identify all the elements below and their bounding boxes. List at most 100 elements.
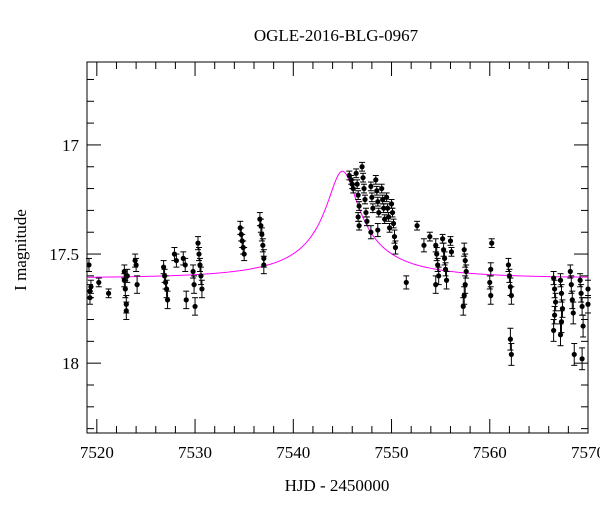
data-point — [557, 277, 564, 283]
data-point — [121, 268, 127, 275]
data-point — [506, 273, 513, 279]
data-point — [355, 192, 361, 198]
data-point — [196, 251, 202, 257]
data-point — [461, 292, 467, 299]
x-tick-label: 7530 — [178, 443, 212, 462]
x-axis-label: HJD - 2450000 — [285, 476, 390, 495]
data-point — [173, 257, 179, 264]
data-point — [163, 286, 170, 292]
data-point — [385, 205, 391, 211]
data-point — [559, 306, 566, 312]
plot-frame — [86, 61, 589, 434]
data-point — [551, 327, 557, 334]
data-point — [363, 209, 369, 216]
data-point — [380, 196, 386, 203]
data-point — [124, 273, 130, 279]
data-point — [381, 205, 387, 211]
data-point — [353, 170, 359, 176]
axis-tick-labels: 7520 7530 7540 7550 7560 7570 17 17.5 18 — [49, 136, 600, 462]
x-tick-label: 7570 — [571, 443, 600, 462]
data-point — [192, 303, 198, 310]
data-point — [190, 268, 196, 275]
data-point — [558, 319, 565, 325]
data-point — [434, 251, 440, 257]
data-point — [374, 188, 380, 194]
data-point — [414, 223, 420, 229]
y-tick-label: 17.5 — [49, 245, 79, 264]
data-point — [487, 279, 493, 286]
data-point — [508, 292, 514, 299]
data-point — [382, 216, 388, 222]
data-point — [191, 282, 197, 288]
data-points-layer — [85, 161, 591, 371]
data-point — [384, 194, 390, 200]
data-point — [440, 236, 446, 242]
data-point — [448, 249, 455, 255]
data-point — [123, 308, 129, 314]
data-point — [441, 255, 448, 262]
data-point — [134, 282, 140, 288]
model-curve-layer — [86, 170, 589, 278]
data-point — [385, 214, 392, 220]
data-point — [447, 238, 454, 244]
data-point — [585, 286, 591, 292]
data-point — [391, 233, 398, 240]
data-point — [442, 266, 449, 272]
data-point — [164, 297, 171, 303]
data-point — [183, 297, 189, 303]
data-point — [106, 290, 112, 296]
x-tick-label: 7550 — [375, 443, 409, 462]
data-point — [260, 242, 266, 248]
data-point — [261, 262, 267, 268]
data-point — [579, 303, 585, 310]
data-point — [568, 282, 574, 288]
data-point — [505, 262, 512, 268]
data-point — [440, 247, 447, 253]
data-point — [354, 181, 360, 187]
data-point — [579, 356, 585, 362]
data-point — [195, 240, 201, 246]
data-point — [433, 242, 439, 248]
data-point — [488, 266, 494, 272]
data-point — [368, 229, 374, 235]
model-curve — [86, 170, 589, 278]
y-tick-label: 17 — [62, 136, 80, 155]
chart-title: OGLE-2016-BLG-0967 — [254, 26, 419, 45]
data-point — [570, 310, 576, 316]
data-point — [133, 262, 139, 268]
data-point — [197, 262, 203, 268]
data-point — [376, 209, 382, 216]
data-point — [370, 205, 376, 211]
data-point — [360, 175, 366, 181]
data-point — [350, 185, 356, 192]
data-point — [508, 351, 514, 358]
data-point — [379, 185, 385, 192]
data-point — [558, 290, 565, 296]
data-point — [355, 214, 361, 220]
data-point — [403, 279, 409, 286]
data-point — [557, 332, 564, 338]
data-point — [361, 185, 367, 192]
data-point — [368, 183, 374, 189]
data-point — [375, 199, 381, 205]
data-point — [359, 164, 365, 170]
data-point — [463, 268, 469, 275]
data-point — [552, 312, 558, 318]
x-tick-label: 7520 — [80, 443, 114, 462]
data-point — [87, 295, 93, 301]
data-point — [551, 275, 557, 281]
data-point — [88, 284, 94, 290]
data-point — [577, 277, 583, 283]
data-point — [489, 240, 495, 246]
data-point — [443, 277, 450, 283]
data-point — [392, 244, 399, 251]
axis-ticks — [87, 62, 589, 433]
data-point — [369, 194, 375, 200]
data-point — [241, 251, 247, 257]
data-point — [362, 196, 368, 203]
data-point — [86, 262, 92, 268]
data-point — [435, 262, 441, 268]
data-point — [507, 336, 513, 342]
x-tick-label: 7560 — [473, 443, 507, 462]
